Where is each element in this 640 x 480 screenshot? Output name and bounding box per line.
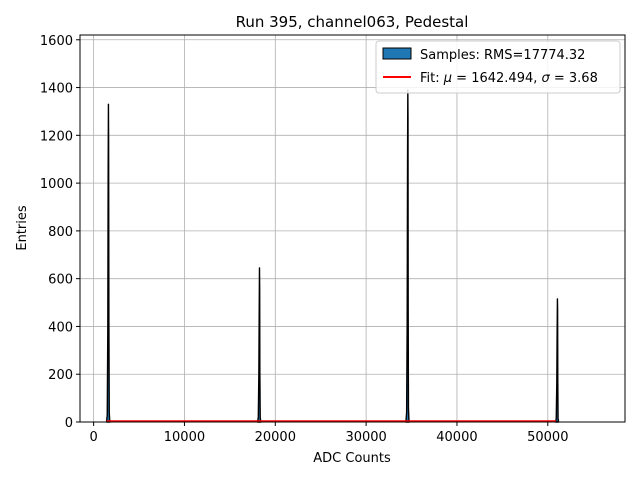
x-tick-label: 0 [89, 430, 97, 445]
legend: Samples: RMS=17774.32 Fit: μ = 1642.494,… [375, 40, 621, 94]
y-axis-ticks: 0 200 400 600 800 1000 1200 1400 1600 [40, 34, 80, 431]
x-tick-label: 10000 [164, 430, 205, 445]
chart-title: Run 395, channel063, Pedestal [236, 13, 469, 31]
histogram-peak [405, 89, 410, 423]
y-tick-label: 1600 [40, 34, 73, 49]
legend-label-fit: Fit: μ = 1642.494, σ = 3.68 [420, 71, 598, 86]
x-tick-label: 40000 [436, 430, 477, 445]
histogram-peak [256, 267, 262, 423]
plot-background [80, 35, 625, 422]
legend-box [375, 40, 621, 94]
x-tick-label: 50000 [527, 430, 568, 445]
legend-swatch-samples [382, 47, 412, 60]
y-tick-label: 1400 [40, 82, 73, 97]
plot-area [79, 34, 626, 423]
x-axis-label: ADC Counts [313, 451, 391, 466]
y-tick-label: 200 [48, 368, 73, 383]
legend-label-samples: Samples: RMS=17774.32 [420, 48, 585, 63]
plot-frame [79, 34, 626, 423]
x-axis-ticks: 0 10000 20000 30000 40000 50000 [89, 422, 568, 445]
x-tick-label: 20000 [255, 430, 296, 445]
x-tick-label: 30000 [345, 430, 386, 445]
histogram-series [105, 89, 560, 423]
y-tick-label: 1200 [40, 129, 73, 144]
y-tick-label: 600 [48, 273, 73, 288]
histogram-peak [554, 298, 560, 423]
y-tick-label: 400 [48, 320, 73, 335]
y-axis-label: Entries [15, 205, 30, 251]
y-tick-label: 0 [65, 416, 73, 431]
y-tick-label: 800 [48, 225, 73, 240]
histogram-peak [105, 103, 111, 423]
y-tick-label: 1000 [40, 177, 73, 192]
